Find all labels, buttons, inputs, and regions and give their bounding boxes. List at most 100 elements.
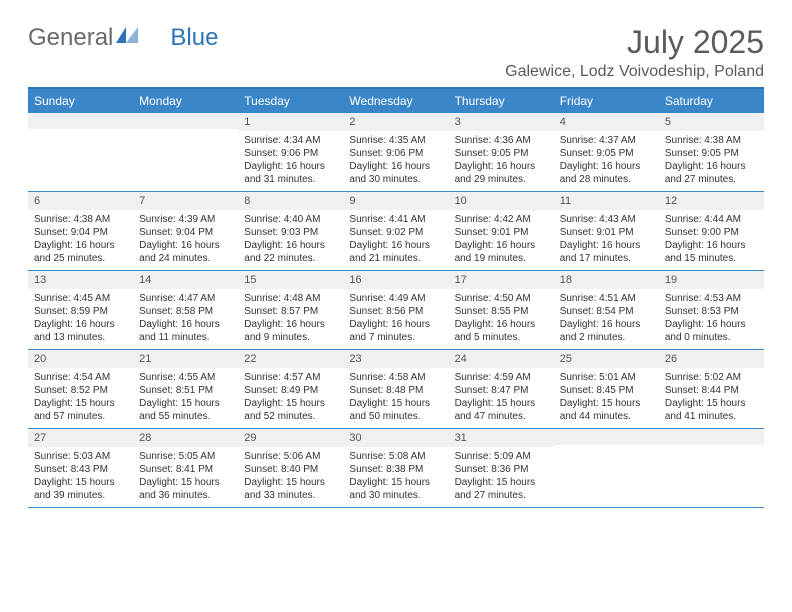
- week-row: 1Sunrise: 4:34 AMSunset: 9:06 PMDaylight…: [28, 113, 764, 192]
- day-number: [28, 113, 133, 129]
- day-cell: 26Sunrise: 5:02 AMSunset: 8:44 PMDayligh…: [659, 350, 764, 428]
- sunset-line: Sunset: 8:47 PM: [455, 384, 548, 397]
- day-number: 31: [449, 429, 554, 447]
- daylight-line: Daylight: 16 hours and 25 minutes.: [34, 239, 127, 265]
- sunrise-line: Sunrise: 4:53 AM: [665, 292, 758, 305]
- day-body: Sunrise: 5:05 AMSunset: 8:41 PMDaylight:…: [133, 447, 238, 506]
- sunset-line: Sunset: 8:43 PM: [34, 463, 127, 476]
- day-cell: 6Sunrise: 4:38 AMSunset: 9:04 PMDaylight…: [28, 192, 133, 270]
- day-number: 26: [659, 350, 764, 368]
- day-body: Sunrise: 4:38 AMSunset: 9:05 PMDaylight:…: [659, 131, 764, 190]
- daylight-line: Daylight: 16 hours and 30 minutes.: [349, 160, 442, 186]
- day-body: Sunrise: 4:48 AMSunset: 8:57 PMDaylight:…: [238, 289, 343, 348]
- day-number: 12: [659, 192, 764, 210]
- day-number: 1: [238, 113, 343, 131]
- daylight-line: Daylight: 15 hours and 57 minutes.: [34, 397, 127, 423]
- day-number: 16: [343, 271, 448, 289]
- daylight-line: Daylight: 16 hours and 17 minutes.: [560, 239, 653, 265]
- sunset-line: Sunset: 9:03 PM: [244, 226, 337, 239]
- day-number: 29: [238, 429, 343, 447]
- sunrise-line: Sunrise: 4:37 AM: [560, 134, 653, 147]
- sunrise-line: Sunrise: 5:09 AM: [455, 450, 548, 463]
- sunset-line: Sunset: 9:04 PM: [139, 226, 232, 239]
- sunrise-line: Sunrise: 4:58 AM: [349, 371, 442, 384]
- day-body: Sunrise: 5:09 AMSunset: 8:36 PMDaylight:…: [449, 447, 554, 506]
- day-number: 10: [449, 192, 554, 210]
- day-body: [28, 129, 133, 136]
- daylight-line: Daylight: 15 hours and 30 minutes.: [349, 476, 442, 502]
- day-number: 5: [659, 113, 764, 131]
- day-body: Sunrise: 4:47 AMSunset: 8:58 PMDaylight:…: [133, 289, 238, 348]
- sunrise-line: Sunrise: 5:08 AM: [349, 450, 442, 463]
- sunrise-line: Sunrise: 4:47 AM: [139, 292, 232, 305]
- day-body: Sunrise: 5:01 AMSunset: 8:45 PMDaylight:…: [554, 368, 659, 427]
- daylight-line: Daylight: 15 hours and 36 minutes.: [139, 476, 232, 502]
- sunrise-line: Sunrise: 4:35 AM: [349, 134, 442, 147]
- day-body: Sunrise: 5:06 AMSunset: 8:40 PMDaylight:…: [238, 447, 343, 506]
- day-number: 8: [238, 192, 343, 210]
- day-number: 23: [343, 350, 448, 368]
- day-body: Sunrise: 4:57 AMSunset: 8:49 PMDaylight:…: [238, 368, 343, 427]
- sunrise-line: Sunrise: 4:54 AM: [34, 371, 127, 384]
- daylight-line: Daylight: 15 hours and 52 minutes.: [244, 397, 337, 423]
- sunrise-line: Sunrise: 4:49 AM: [349, 292, 442, 305]
- week-row: 27Sunrise: 5:03 AMSunset: 8:43 PMDayligh…: [28, 429, 764, 508]
- daylight-line: Daylight: 16 hours and 13 minutes.: [34, 318, 127, 344]
- day-body: Sunrise: 4:35 AMSunset: 9:06 PMDaylight:…: [343, 131, 448, 190]
- day-cell: 24Sunrise: 4:59 AMSunset: 8:47 PMDayligh…: [449, 350, 554, 428]
- weekday-header: Saturday: [659, 89, 764, 113]
- weekday-header-row: SundayMondayTuesdayWednesdayThursdayFrid…: [28, 89, 764, 113]
- daylight-line: Daylight: 16 hours and 21 minutes.: [349, 239, 442, 265]
- day-number: [659, 429, 764, 445]
- daylight-line: Daylight: 15 hours and 39 minutes.: [34, 476, 127, 502]
- day-cell: 29Sunrise: 5:06 AMSunset: 8:40 PMDayligh…: [238, 429, 343, 507]
- sunset-line: Sunset: 8:51 PM: [139, 384, 232, 397]
- day-cell: 22Sunrise: 4:57 AMSunset: 8:49 PMDayligh…: [238, 350, 343, 428]
- weekday-header: Friday: [554, 89, 659, 113]
- day-body: Sunrise: 5:03 AMSunset: 8:43 PMDaylight:…: [28, 447, 133, 506]
- day-body: Sunrise: 4:49 AMSunset: 8:56 PMDaylight:…: [343, 289, 448, 348]
- sunset-line: Sunset: 9:05 PM: [665, 147, 758, 160]
- sunrise-line: Sunrise: 4:40 AM: [244, 213, 337, 226]
- day-cell: 19Sunrise: 4:53 AMSunset: 8:53 PMDayligh…: [659, 271, 764, 349]
- weeks-container: 1Sunrise: 4:34 AMSunset: 9:06 PMDaylight…: [28, 113, 764, 508]
- daylight-line: Daylight: 15 hours and 50 minutes.: [349, 397, 442, 423]
- day-body: Sunrise: 5:08 AMSunset: 8:38 PMDaylight:…: [343, 447, 448, 506]
- day-cell: 20Sunrise: 4:54 AMSunset: 8:52 PMDayligh…: [28, 350, 133, 428]
- sunset-line: Sunset: 9:04 PM: [34, 226, 127, 239]
- daylight-line: Daylight: 16 hours and 28 minutes.: [560, 160, 653, 186]
- daylight-line: Daylight: 15 hours and 47 minutes.: [455, 397, 548, 423]
- sunset-line: Sunset: 8:55 PM: [455, 305, 548, 318]
- day-cell: 4Sunrise: 4:37 AMSunset: 9:05 PMDaylight…: [554, 113, 659, 191]
- sunrise-line: Sunrise: 4:36 AM: [455, 134, 548, 147]
- sunset-line: Sunset: 8:41 PM: [139, 463, 232, 476]
- day-number: 7: [133, 192, 238, 210]
- sunset-line: Sunset: 9:01 PM: [455, 226, 548, 239]
- sunrise-line: Sunrise: 4:59 AM: [455, 371, 548, 384]
- day-cell: 3Sunrise: 4:36 AMSunset: 9:05 PMDaylight…: [449, 113, 554, 191]
- sunset-line: Sunset: 8:54 PM: [560, 305, 653, 318]
- day-number: 9: [343, 192, 448, 210]
- day-cell: 23Sunrise: 4:58 AMSunset: 8:48 PMDayligh…: [343, 350, 448, 428]
- weekday-header: Sunday: [28, 89, 133, 113]
- daylight-line: Daylight: 16 hours and 9 minutes.: [244, 318, 337, 344]
- day-number: 19: [659, 271, 764, 289]
- day-cell: 14Sunrise: 4:47 AMSunset: 8:58 PMDayligh…: [133, 271, 238, 349]
- sunset-line: Sunset: 9:06 PM: [244, 147, 337, 160]
- sunset-line: Sunset: 9:00 PM: [665, 226, 758, 239]
- day-body: Sunrise: 4:45 AMSunset: 8:59 PMDaylight:…: [28, 289, 133, 348]
- day-cell: 1Sunrise: 4:34 AMSunset: 9:06 PMDaylight…: [238, 113, 343, 191]
- day-number: 22: [238, 350, 343, 368]
- day-cell: 25Sunrise: 5:01 AMSunset: 8:45 PMDayligh…: [554, 350, 659, 428]
- sunrise-line: Sunrise: 4:38 AM: [34, 213, 127, 226]
- month-title: July 2025: [505, 24, 764, 61]
- sunrise-line: Sunrise: 4:41 AM: [349, 213, 442, 226]
- weekday-header: Tuesday: [238, 89, 343, 113]
- day-cell: 13Sunrise: 4:45 AMSunset: 8:59 PMDayligh…: [28, 271, 133, 349]
- calendar-grid: SundayMondayTuesdayWednesdayThursdayFrid…: [28, 87, 764, 508]
- day-body: Sunrise: 4:58 AMSunset: 8:48 PMDaylight:…: [343, 368, 448, 427]
- day-body: Sunrise: 4:38 AMSunset: 9:04 PMDaylight:…: [28, 210, 133, 269]
- daylight-line: Daylight: 15 hours and 44 minutes.: [560, 397, 653, 423]
- sunrise-line: Sunrise: 5:06 AM: [244, 450, 337, 463]
- daylight-line: Daylight: 15 hours and 27 minutes.: [455, 476, 548, 502]
